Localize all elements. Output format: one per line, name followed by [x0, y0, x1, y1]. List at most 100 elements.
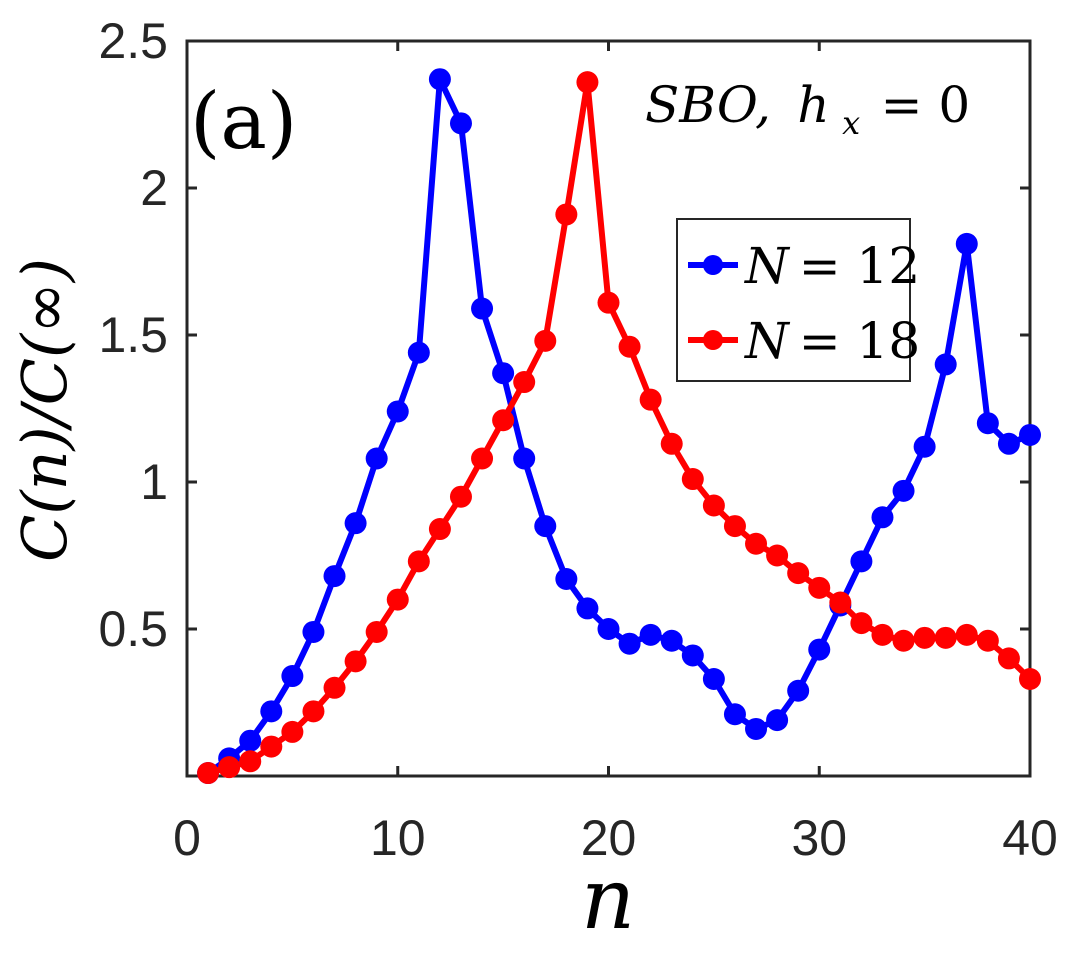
data-point	[745, 532, 768, 555]
data-point	[639, 388, 662, 411]
data-point	[239, 729, 262, 752]
y-tick-label: 1.5	[98, 307, 168, 363]
data-point	[449, 112, 472, 135]
data-point	[365, 620, 388, 643]
data-point	[386, 400, 409, 423]
data-point	[681, 644, 704, 667]
x-tick-label: 40	[1002, 810, 1058, 866]
data-point	[513, 447, 536, 470]
x-tick-label: 20	[581, 810, 637, 866]
data-point	[766, 544, 789, 567]
data-point	[281, 665, 304, 688]
data-point	[997, 647, 1020, 670]
data-point	[787, 562, 810, 585]
data-point	[492, 362, 515, 385]
data-point	[808, 576, 831, 599]
y-axis-label: C(n)/C(∞)	[8, 258, 81, 562]
data-point	[639, 623, 662, 646]
data-point	[302, 700, 325, 723]
data-point	[1019, 423, 1041, 446]
data-point	[850, 612, 873, 635]
legend-label-n12: N = 12	[744, 237, 920, 295]
data-point	[492, 409, 515, 432]
axis-ticks	[185, 39, 1032, 776]
data-point	[871, 623, 894, 646]
data-point	[323, 676, 346, 699]
data-point	[365, 447, 388, 470]
y-tick-label: 2	[140, 160, 168, 216]
data-point	[471, 297, 494, 320]
data-point	[344, 512, 367, 535]
data-point	[618, 335, 641, 358]
data-point	[260, 700, 283, 723]
x-tick-label: 30	[791, 810, 847, 866]
annotation-text: SBO,	[645, 76, 771, 134]
data-point	[871, 506, 894, 529]
data-point	[597, 618, 620, 640]
data-point	[281, 720, 304, 743]
data-point	[976, 412, 999, 435]
data-point	[850, 550, 873, 573]
data-point	[344, 650, 367, 673]
data-point	[618, 632, 641, 655]
data-point	[723, 515, 746, 538]
legend-marker-n18	[703, 330, 723, 350]
plot-area	[185, 39, 1032, 778]
data-point	[302, 620, 325, 643]
data-point	[534, 329, 557, 352]
annotation-var: h	[797, 76, 829, 134]
series-line	[206, 76, 1032, 776]
x-tick-label: 0	[173, 810, 201, 866]
annotation-eq: = 0	[881, 76, 971, 134]
data-point	[407, 550, 430, 573]
data-point	[913, 435, 936, 458]
data-point	[892, 479, 915, 502]
data-point	[660, 629, 683, 652]
data-point	[576, 71, 599, 94]
legend-marker-n12	[703, 255, 723, 275]
data-point	[660, 432, 683, 455]
data-point	[428, 518, 451, 541]
x-tick-label: 10	[370, 810, 426, 866]
data-point	[745, 717, 768, 740]
data-point	[955, 232, 978, 255]
annotation-sub: x	[842, 104, 860, 142]
series-layer	[197, 68, 1041, 785]
data-point	[892, 629, 915, 652]
data-point	[934, 353, 957, 376]
data-point	[513, 371, 536, 394]
x-tick-labels: 0 10 20 30 40	[173, 810, 1058, 866]
data-point	[934, 626, 957, 649]
data-point	[702, 667, 725, 690]
y-tick-label: 1	[140, 454, 168, 510]
data-point	[407, 341, 430, 364]
legend: N = 12 N = 18	[676, 218, 920, 382]
data-point	[449, 485, 472, 508]
data-point	[681, 468, 704, 491]
panel-label: (a)	[190, 77, 297, 167]
data-point	[471, 447, 494, 470]
data-point	[386, 588, 409, 611]
data-point	[576, 597, 599, 620]
data-point	[428, 68, 451, 91]
legend-label-n18: N = 18	[744, 312, 920, 370]
data-point	[766, 709, 789, 732]
data-point	[955, 623, 978, 646]
data-point	[913, 626, 936, 649]
data-point	[260, 735, 283, 758]
data-point	[829, 591, 852, 614]
data-point	[808, 638, 831, 661]
data-point	[218, 756, 241, 779]
data-point	[976, 629, 999, 652]
series-0	[197, 68, 1041, 785]
legend-box	[676, 218, 911, 382]
data-point	[702, 494, 725, 517]
x-axis-label: n	[581, 850, 635, 948]
data-point	[997, 432, 1020, 455]
y-tick-label: 0.5	[98, 601, 168, 657]
data-point	[723, 703, 746, 726]
data-point	[323, 565, 346, 588]
data-point	[555, 203, 578, 226]
series-1	[197, 71, 1041, 785]
